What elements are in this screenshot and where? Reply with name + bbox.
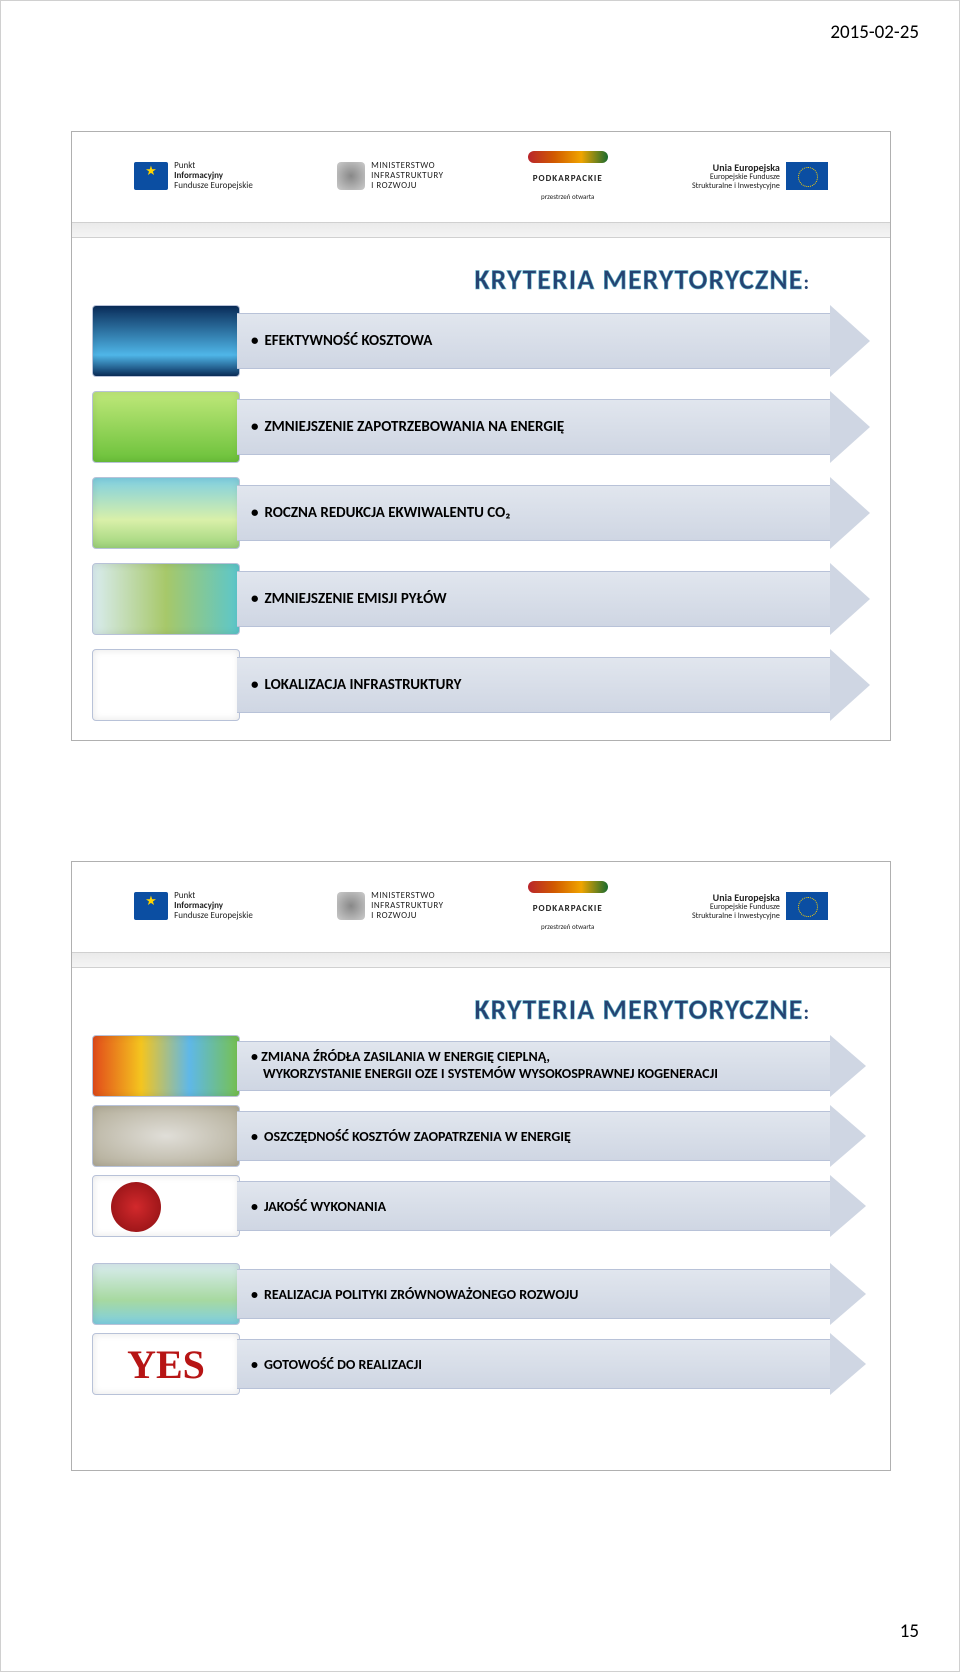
punkt-sub: Fundusze Europejskie [174, 911, 253, 921]
slide1-body: KRYTERIA MERYTORYCZNE: • EFEKTYWNOŚĆ KOS… [72, 222, 890, 740]
thumb-money [92, 1105, 240, 1167]
arrow-item: • ZMNIEJSZENIE EMISJI PYŁÓW [237, 563, 870, 635]
criteria-label: • LOKALIZACJA INFRASTRUKTURY [237, 657, 834, 713]
criteria-label: • JAKOŚĆ WYKONANIA [237, 1181, 834, 1231]
pod-sub: przestrzeń otwarta [541, 922, 594, 931]
eu-star-flag-icon [134, 892, 168, 920]
thumb-lightbulb [92, 305, 240, 377]
arrow-item: • ZMNIEJSZENIE ZAPOTRZEBOWANIA NA ENERGI… [237, 391, 870, 463]
thumb-earth-hands [92, 477, 240, 549]
eu-flag-icon [786, 892, 828, 920]
arrow-item: • EFEKTYWNOŚĆ KOSZTOWA [237, 305, 870, 377]
arrow-item: • LOKALIZACJA INFRASTRUKTURY [237, 649, 870, 721]
criteria-row: • EFEKTYWNOŚĆ KOSZTOWA [92, 305, 870, 377]
pod-sub: przestrzeń otwarta [541, 192, 594, 201]
arrow-head-icon [830, 391, 870, 463]
arrow-item: • ZMIANA ŹRÓDŁA ZASILANIA W ENERGIĘ CIEP… [237, 1035, 870, 1097]
criteria-label: • REALIZACJA POLITYKI ZRÓWNOWAŻONEGO ROZ… [237, 1269, 834, 1319]
min-line3: I ROZWOJU [371, 181, 443, 191]
criteria-row: • OSZCZĘDNOŚĆ KOSZTÓW ZAOPATRZENIA W ENE… [92, 1105, 870, 1167]
slide-1: Punkt Informacyjny Fundusze Europejskie … [71, 131, 891, 741]
punkt-sub: Fundusze Europejskie [174, 181, 253, 191]
slide2-title: KRYTERIA MERYTORYCZNE: [92, 992, 870, 1027]
criteria-row: • ZMNIEJSZENIE ZAPOTRZEBOWANIA NA ENERGI… [92, 391, 870, 463]
eu-flag-icon [786, 162, 828, 190]
thumb-green-house [92, 391, 240, 463]
slide2-rows: • ZMIANA ŹRÓDŁA ZASILANIA W ENERGIĘ CIEP… [92, 1035, 870, 1395]
eu-line3: Strukturalne i Inwestycyjne [692, 912, 780, 921]
min-line3: I ROZWOJU [371, 911, 443, 921]
criteria-label: • GOTOWOŚĆ DO REALIZACJI [237, 1339, 834, 1389]
arrow-item: • OSZCZĘDNOŚĆ KOSZTÓW ZAOPATRZENIA W ENE… [237, 1105, 870, 1167]
criteria-row: YES • GOTOWOŚĆ DO REALIZACJI [92, 1333, 870, 1395]
criteria-label: • ZMIANA ŹRÓDŁA ZASILANIA W ENERGIĘ CIEP… [237, 1041, 834, 1091]
criteria-label: • EFEKTYWNOŚĆ KOSZTOWA [237, 313, 834, 369]
thumb-guarantee-badge [92, 1175, 240, 1237]
arrow-head-icon [830, 563, 870, 635]
criteria-label: • ROCZNA REDUKCJA EKWIWALENTU CO₂ [237, 485, 834, 541]
criteria-row: • ZMIANA ŹRÓDŁA ZASILANIA W ENERGIĘ CIEP… [92, 1035, 870, 1097]
slide-header: Punkt Informacyjny Fundusze Europejskie … [72, 862, 890, 952]
logo-podkarpackie: PODKARPACKIE przestrzeń otwarta [528, 151, 608, 201]
criteria-row: • ROCZNA REDUKCJA EKWIWALENTU CO₂ [92, 477, 870, 549]
logo-punkt-informacyjny: Punkt Informacyjny Fundusze Europejskie [134, 161, 253, 191]
criteria-label: • ZMNIEJSZENIE EMISJI PYŁÓW [237, 571, 834, 627]
arrow-head-icon [830, 477, 870, 549]
arrow-item: • REALIZACJA POLITYKI ZRÓWNOWAŻONEGO ROZ… [237, 1263, 870, 1325]
arrow-head-icon [830, 649, 870, 721]
slide-header: Punkt Informacyjny Fundusze Europejskie … [72, 132, 890, 222]
arrow-head-icon [830, 1035, 870, 1097]
logo-ministerstwo: MINISTERSTWO INFRASTRUKTURY I ROZWOJU [337, 891, 443, 921]
criteria-row: • ZMNIEJSZENIE EMISJI PYŁÓW [92, 563, 870, 635]
podkarpackie-wave-icon [528, 881, 608, 893]
criteria-row: • REALIZACJA POLITYKI ZRÓWNOWAŻONEGO ROZ… [92, 1263, 870, 1325]
slide1-rows: • EFEKTYWNOŚĆ KOSZTOWA • ZMNIEJSZENIE ZA… [92, 305, 870, 721]
logo-unia-europejska: Unia Europejska Europejskie Fundusze Str… [692, 162, 828, 191]
pod-title: PODKARPACKIE [533, 173, 603, 184]
arrow-item: • GOTOWOŚĆ DO REALIZACJI [237, 1333, 870, 1395]
page-number: 15 [900, 1620, 919, 1643]
logo-unia-europejska: Unia Europejska Europejskie Fundusze Str… [692, 892, 828, 921]
logo-punkt-informacyjny: Punkt Informacyjny Fundusze Europejskie [134, 891, 253, 921]
arrow-head-icon [830, 1263, 870, 1325]
thumb-yes: YES [92, 1333, 240, 1395]
arrow-head-icon [830, 1105, 870, 1167]
arrow-item: • JAKOŚĆ WYKONANIA [237, 1175, 870, 1237]
arrow-item: • ROCZNA REDUKCJA EKWIWALENTU CO₂ [237, 477, 870, 549]
pod-title: PODKARPACKIE [533, 903, 603, 914]
slide2-body: KRYTERIA MERYTORYCZNE: • ZMIANA ŹRÓDŁA Z… [72, 952, 890, 1470]
slide-2: Punkt Informacyjny Fundusze Europejskie … [71, 861, 891, 1471]
thumb-sustainability [92, 1263, 240, 1325]
podkarpackie-wave-icon [528, 151, 608, 163]
eu-star-flag-icon [134, 162, 168, 190]
arrow-head-icon [830, 1175, 870, 1237]
criteria-label: • OSZCZĘDNOŚĆ KOSZTÓW ZAOPATRZENIA W ENE… [237, 1111, 834, 1161]
eagle-emblem-icon [337, 162, 365, 190]
thumb-poland-map [92, 649, 240, 721]
group-spacer [92, 1245, 870, 1255]
criteria-row: • LOKALIZACJA INFRASTRUKTURY [92, 649, 870, 721]
logo-ministerstwo: MINISTERSTWO INFRASTRUKTURY I ROZWOJU [337, 161, 443, 191]
arrow-head-icon [830, 305, 870, 377]
page-date: 2015-02-25 [830, 21, 919, 44]
eu-line3: Strukturalne i Inwestycyjne [692, 182, 780, 191]
thumb-energy-sources [92, 563, 240, 635]
thumb-color-bulbs [92, 1035, 240, 1097]
slide1-title: KRYTERIA MERYTORYCZNE: [92, 262, 870, 297]
eagle-emblem-icon [337, 892, 365, 920]
logo-podkarpackie: PODKARPACKIE przestrzeń otwarta [528, 881, 608, 931]
criteria-label: • ZMNIEJSZENIE ZAPOTRZEBOWANIA NA ENERGI… [237, 399, 834, 455]
arrow-head-icon [830, 1333, 870, 1395]
criteria-row: • JAKOŚĆ WYKONANIA [92, 1175, 870, 1237]
